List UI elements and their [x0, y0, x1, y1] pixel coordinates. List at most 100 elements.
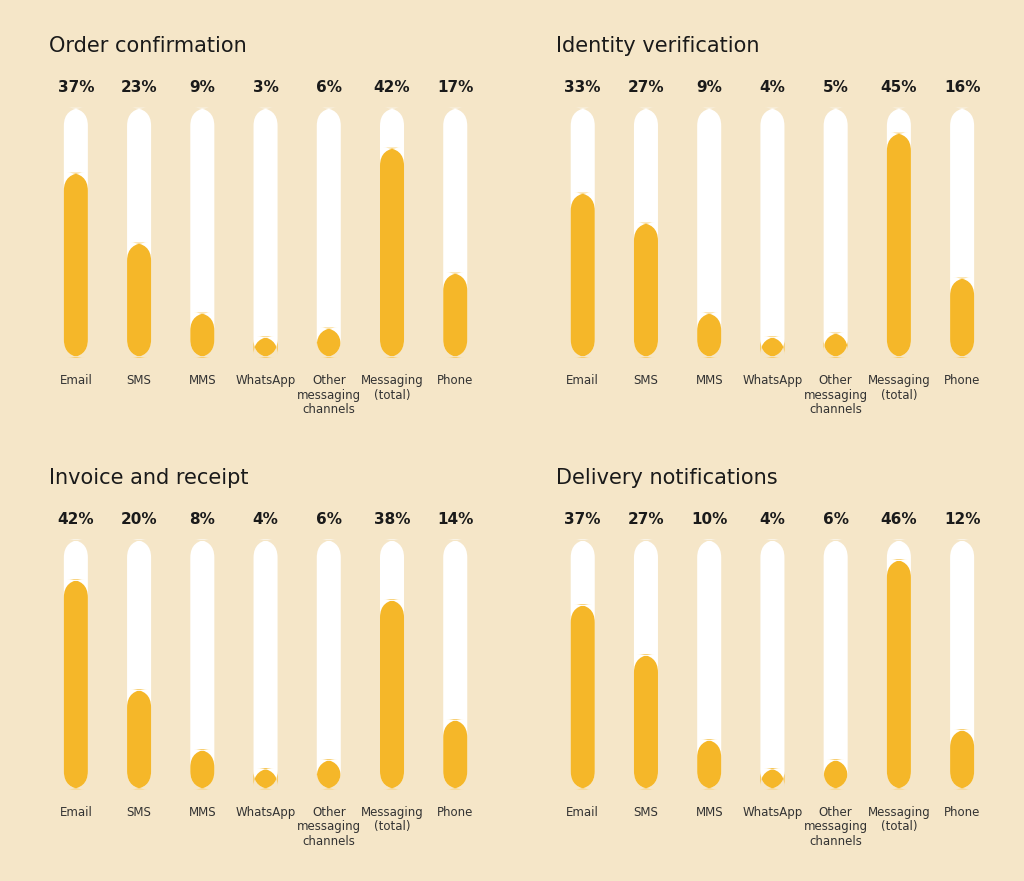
- Text: Messaging
(total): Messaging (total): [360, 374, 423, 402]
- FancyBboxPatch shape: [20, 445, 497, 863]
- FancyBboxPatch shape: [127, 689, 152, 789]
- FancyBboxPatch shape: [570, 193, 595, 358]
- FancyBboxPatch shape: [570, 107, 595, 358]
- Text: 5%: 5%: [822, 80, 849, 95]
- FancyBboxPatch shape: [697, 313, 721, 358]
- Text: Email: Email: [566, 374, 599, 387]
- Text: Delivery notifications: Delivery notifications: [556, 468, 777, 488]
- FancyBboxPatch shape: [697, 107, 721, 358]
- Text: 14%: 14%: [437, 512, 473, 527]
- Text: 6%: 6%: [315, 80, 342, 95]
- Text: 37%: 37%: [564, 512, 601, 527]
- Text: Other
messaging
channels: Other messaging channels: [297, 806, 360, 848]
- Text: SMS: SMS: [127, 806, 152, 818]
- FancyBboxPatch shape: [443, 107, 467, 358]
- Text: 9%: 9%: [696, 80, 722, 95]
- FancyBboxPatch shape: [823, 333, 848, 358]
- Text: Invoice and receipt: Invoice and receipt: [49, 468, 249, 488]
- FancyBboxPatch shape: [887, 133, 911, 358]
- Text: Messaging
(total): Messaging (total): [867, 374, 930, 402]
- FancyBboxPatch shape: [887, 107, 911, 358]
- Text: 8%: 8%: [189, 512, 215, 527]
- Text: WhatsApp: WhatsApp: [236, 806, 296, 818]
- Text: Other
messaging
channels: Other messaging channels: [804, 806, 867, 848]
- FancyBboxPatch shape: [63, 173, 88, 358]
- Text: WhatsApp: WhatsApp: [742, 374, 803, 387]
- FancyBboxPatch shape: [570, 604, 595, 789]
- Text: 33%: 33%: [564, 80, 601, 95]
- FancyBboxPatch shape: [823, 107, 848, 358]
- Text: 4%: 4%: [760, 512, 785, 527]
- FancyBboxPatch shape: [190, 750, 214, 789]
- Text: 4%: 4%: [760, 80, 785, 95]
- FancyBboxPatch shape: [634, 223, 658, 358]
- FancyBboxPatch shape: [570, 539, 595, 789]
- Text: WhatsApp: WhatsApp: [742, 806, 803, 818]
- FancyBboxPatch shape: [190, 313, 214, 358]
- FancyBboxPatch shape: [190, 107, 214, 358]
- FancyBboxPatch shape: [63, 107, 88, 358]
- Text: 38%: 38%: [374, 512, 411, 527]
- Text: 10%: 10%: [691, 512, 727, 527]
- FancyBboxPatch shape: [254, 337, 278, 358]
- Text: MMS: MMS: [188, 806, 216, 818]
- FancyBboxPatch shape: [316, 539, 341, 789]
- Text: SMS: SMS: [634, 806, 658, 818]
- Text: 45%: 45%: [881, 80, 918, 95]
- FancyBboxPatch shape: [950, 539, 974, 789]
- FancyBboxPatch shape: [887, 539, 911, 789]
- FancyBboxPatch shape: [697, 539, 721, 789]
- FancyBboxPatch shape: [634, 107, 658, 358]
- Text: 27%: 27%: [628, 512, 665, 527]
- FancyBboxPatch shape: [634, 655, 658, 789]
- FancyBboxPatch shape: [380, 539, 404, 789]
- FancyBboxPatch shape: [316, 328, 341, 358]
- FancyBboxPatch shape: [761, 539, 784, 789]
- FancyBboxPatch shape: [316, 759, 341, 789]
- FancyBboxPatch shape: [127, 539, 152, 789]
- FancyBboxPatch shape: [63, 539, 88, 789]
- FancyBboxPatch shape: [380, 107, 404, 358]
- Text: Identity verification: Identity verification: [556, 36, 759, 56]
- FancyBboxPatch shape: [380, 148, 404, 358]
- FancyBboxPatch shape: [950, 729, 974, 789]
- Text: Order confirmation: Order confirmation: [49, 36, 247, 56]
- Text: 9%: 9%: [189, 80, 215, 95]
- FancyBboxPatch shape: [950, 278, 974, 358]
- FancyBboxPatch shape: [190, 539, 214, 789]
- Text: 6%: 6%: [822, 512, 849, 527]
- FancyBboxPatch shape: [697, 739, 721, 789]
- Text: 3%: 3%: [253, 80, 279, 95]
- FancyBboxPatch shape: [254, 107, 278, 358]
- Text: Email: Email: [59, 374, 92, 387]
- Text: 46%: 46%: [881, 512, 918, 527]
- Text: MMS: MMS: [188, 374, 216, 387]
- Text: Other
messaging
channels: Other messaging channels: [804, 374, 867, 416]
- FancyBboxPatch shape: [20, 13, 497, 432]
- Text: Phone: Phone: [944, 374, 980, 387]
- Text: Phone: Phone: [944, 806, 980, 818]
- Text: 42%: 42%: [374, 80, 411, 95]
- FancyBboxPatch shape: [316, 107, 341, 358]
- FancyBboxPatch shape: [823, 539, 848, 789]
- FancyBboxPatch shape: [127, 107, 152, 358]
- Text: Messaging
(total): Messaging (total): [867, 806, 930, 833]
- Text: MMS: MMS: [695, 806, 723, 818]
- Text: 27%: 27%: [628, 80, 665, 95]
- Text: Messaging
(total): Messaging (total): [360, 806, 423, 833]
- FancyBboxPatch shape: [63, 580, 88, 789]
- Text: 17%: 17%: [437, 80, 473, 95]
- FancyBboxPatch shape: [823, 759, 848, 789]
- Text: SMS: SMS: [127, 374, 152, 387]
- FancyBboxPatch shape: [761, 337, 784, 358]
- Text: 4%: 4%: [253, 512, 279, 527]
- Text: 37%: 37%: [57, 80, 94, 95]
- FancyBboxPatch shape: [443, 539, 467, 789]
- FancyBboxPatch shape: [527, 13, 1004, 432]
- Text: 42%: 42%: [57, 512, 94, 527]
- Text: SMS: SMS: [634, 374, 658, 387]
- Text: MMS: MMS: [695, 374, 723, 387]
- Text: 20%: 20%: [121, 512, 158, 527]
- Text: WhatsApp: WhatsApp: [236, 374, 296, 387]
- Text: Phone: Phone: [437, 374, 473, 387]
